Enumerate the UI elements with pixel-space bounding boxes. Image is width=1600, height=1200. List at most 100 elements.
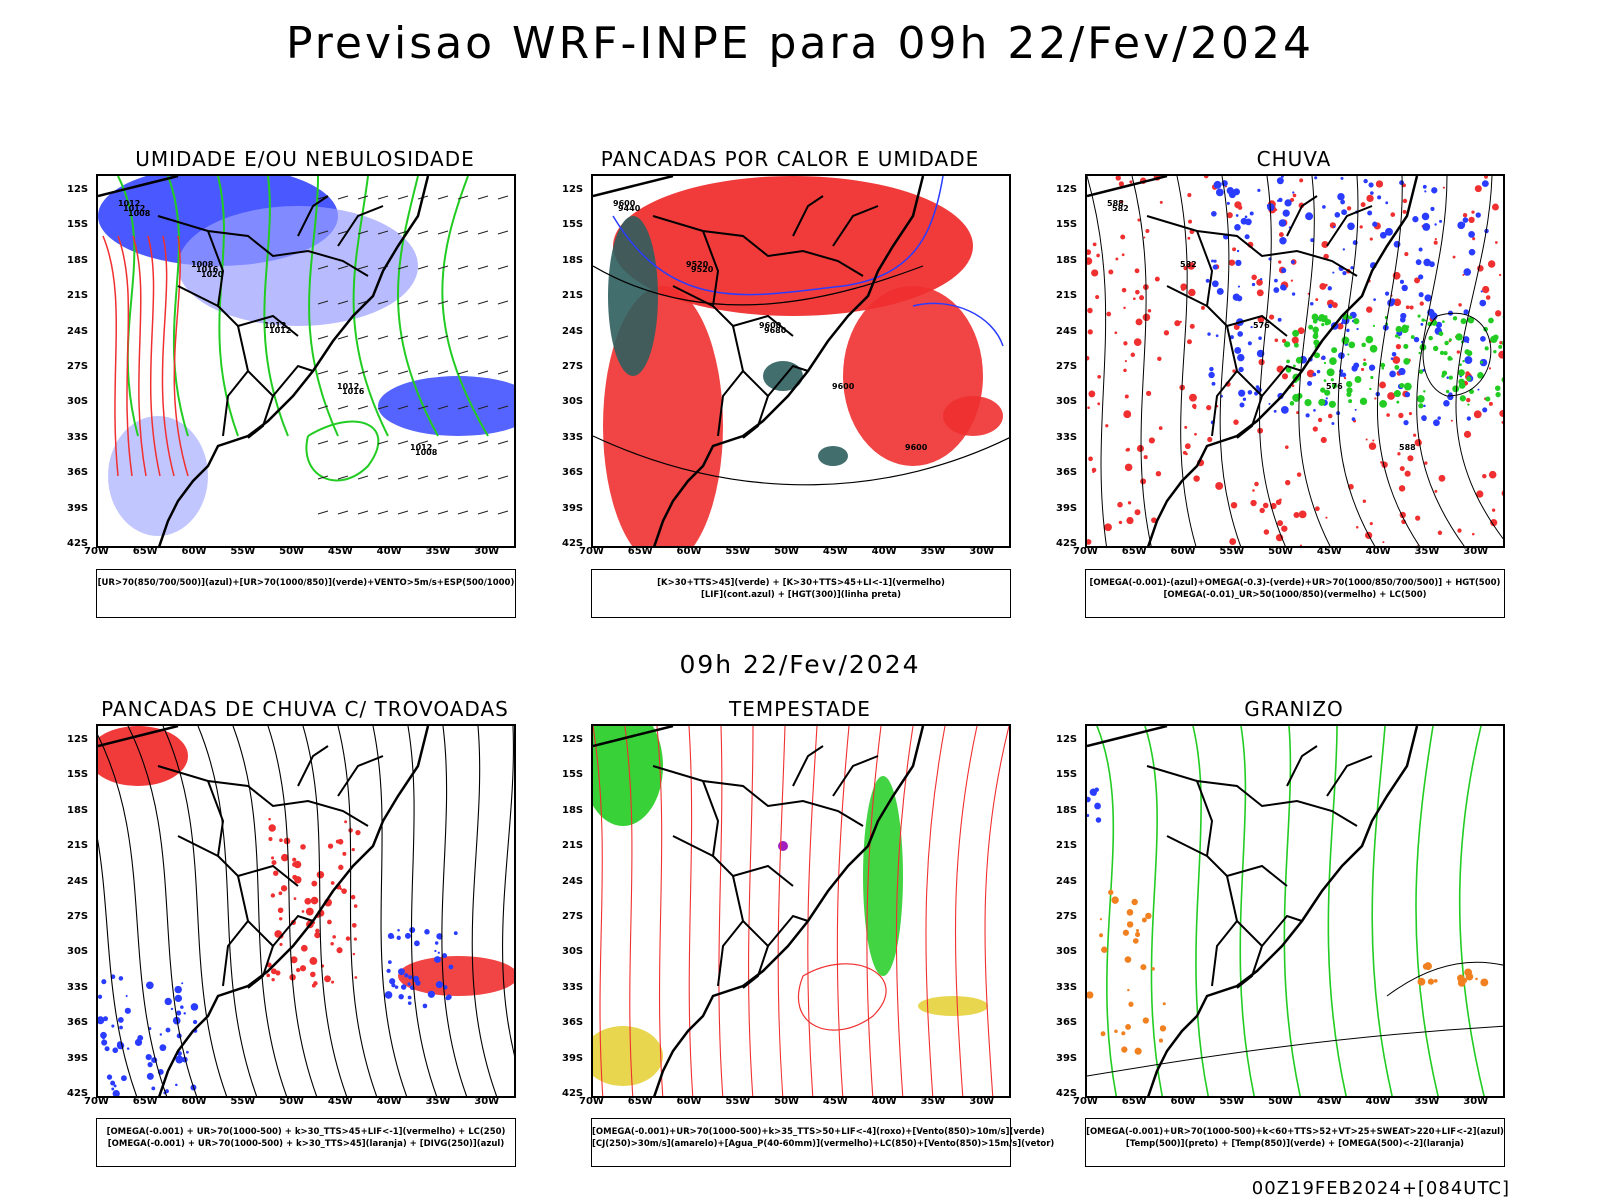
shaded-area [178, 206, 418, 326]
shaded-area [1369, 237, 1373, 241]
shaded-area [1418, 292, 1424, 298]
contour-line [502, 726, 514, 1056]
latitude-tick-label: 21S [1056, 290, 1078, 302]
shaded-area [1467, 403, 1470, 406]
wind-vector [437, 510, 449, 515]
longitude-tick-label: 35W [1414, 546, 1440, 557]
contour-line [912, 302, 1004, 347]
shaded-area [1382, 541, 1385, 544]
contour-line [1259, 176, 1286, 546]
shaded-area [1387, 299, 1395, 307]
longitude-tick-label: 45W [1316, 1096, 1342, 1107]
shaded-area [1421, 212, 1430, 221]
longitude-tick-label: 45W [327, 546, 353, 557]
shaded-area [290, 956, 298, 964]
shaded-area [1136, 444, 1144, 453]
shaded-area [1372, 221, 1378, 227]
shaded-area [1350, 266, 1354, 270]
shaded-area [1125, 1024, 1132, 1030]
shaded-area [1403, 357, 1411, 365]
wind-vector [317, 335, 329, 340]
wind-vector [337, 265, 349, 270]
shaded-area [102, 1036, 105, 1040]
contour-line [1422, 313, 1492, 397]
latitude-tick-label: 33S [562, 431, 584, 443]
shaded-area [1207, 332, 1211, 336]
country-border [1236, 395, 1263, 439]
map-humidity: 1012 1008 1012 1012 1012 1012 1016 1012 1016 1008… [96, 174, 516, 548]
shaded-area [1121, 1046, 1128, 1053]
shaded-area [1365, 438, 1368, 441]
contour-line [147, 235, 161, 477]
shaded-area [1348, 315, 1353, 320]
longitude-tick-label: 60W [1170, 1096, 1196, 1107]
shaded-area [270, 856, 275, 860]
contour-line [624, 726, 634, 1096]
contour-line [117, 235, 133, 477]
shaded-area [1145, 390, 1152, 397]
shaded-area [1115, 257, 1119, 261]
shaded-area [1463, 268, 1472, 276]
shaded-area [164, 997, 172, 1006]
wind-vector [317, 230, 329, 235]
shaded-area [1423, 404, 1426, 408]
shaded-area [1087, 406, 1090, 410]
contour-label: 9520 [691, 265, 714, 274]
shaded-area [1212, 264, 1218, 270]
contour-label: 1008 [191, 260, 214, 269]
contour-line [1239, 726, 1256, 1096]
shaded-area [1128, 1001, 1134, 1007]
longitude-tick-label: 40W [871, 546, 897, 557]
legend-line: [UR>70(850/700/500)](azul)+[UR>70(1000/8… [97, 578, 515, 588]
shaded-area [1324, 283, 1328, 287]
shaded-area [1363, 358, 1366, 362]
shaded-area [593, 1026, 663, 1086]
shaded-area [1491, 508, 1496, 512]
coastline [98, 176, 430, 546]
shaded-area [1115, 176, 1121, 181]
shaded-area [446, 994, 452, 1000]
shaded-area [1328, 400, 1336, 408]
shaded-area [100, 1031, 107, 1039]
shaded-area [1432, 345, 1439, 352]
shaded-area [1462, 212, 1468, 218]
legend-thunderstorm-showers: [OMEGA(-0.001) + UR>70(1000-500) + k>30_… [96, 1118, 516, 1167]
map-storm [591, 724, 1011, 1098]
shaded-area [1133, 338, 1142, 347]
contour-line [593, 726, 604, 1096]
shaded-area [1474, 185, 1482, 193]
shaded-area [111, 1024, 115, 1028]
country-border [702, 780, 794, 887]
shaded-area [1294, 398, 1299, 402]
latitude-tick-label: 36S [562, 467, 584, 479]
shaded-area [1130, 352, 1136, 358]
shaded-area [310, 971, 316, 978]
legend-heat-showers: [K>30+TTS>45](verde) + [K>30+TTS>45+LI<-… [591, 569, 1011, 618]
shaded-area [1480, 336, 1486, 342]
shaded-area [1490, 519, 1498, 527]
shaded-area [279, 838, 283, 843]
coastline [98, 726, 430, 1096]
shaded-area [1433, 419, 1440, 427]
map-canvas: 1012100810121012101210121016101210161008… [98, 176, 514, 546]
legend-storm: [OMEGA(-0.001)+UR>70(1000-500)+k>35_TTS>… [591, 1118, 1054, 1167]
shaded-area [1452, 316, 1458, 321]
shaded-area [1188, 393, 1197, 402]
wind-vector [477, 440, 489, 445]
shaded-area [1466, 416, 1472, 421]
shaded-area [1463, 430, 1472, 438]
shaded-area [1466, 376, 1472, 382]
shaded-area [1475, 212, 1481, 218]
shaded-area [398, 956, 514, 996]
latitude-tick-label: 15S [67, 219, 89, 231]
shaded-area [1484, 176, 1488, 179]
wind-vector [357, 510, 369, 515]
shaded-area [1279, 498, 1282, 502]
longitude-tick-label: 70W [1073, 1096, 1098, 1107]
coastline [1087, 726, 1419, 1096]
shaded-area [1284, 479, 1291, 486]
shaded-area [1403, 343, 1409, 349]
latitude-tick-label: 18S [67, 254, 89, 266]
shaded-area [1455, 333, 1463, 341]
shaded-area [1395, 325, 1403, 333]
